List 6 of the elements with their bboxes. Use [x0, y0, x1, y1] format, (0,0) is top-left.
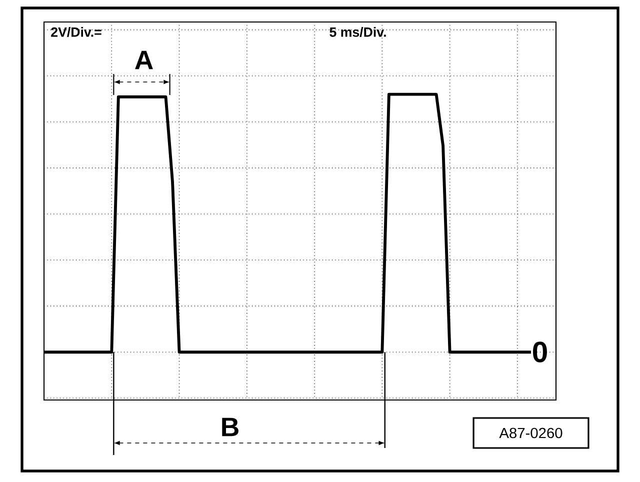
text: 2V/Div.=	[51, 27, 102, 37]
text: 5 ms/Div.	[330, 27, 386, 37]
text: A87-0260	[499, 428, 562, 438]
annotation: 0	[532, 342, 547, 362]
text: B	[222, 418, 238, 436]
text: A	[135, 50, 153, 70]
